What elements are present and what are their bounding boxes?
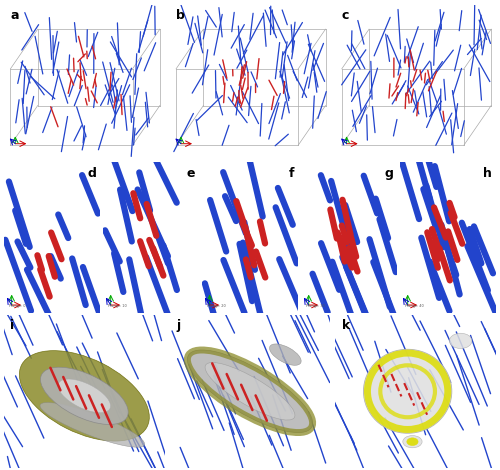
Ellipse shape [450,333,472,349]
Text: Plunge: 40: Plunge: 40 [405,304,423,308]
Text: e: e [186,167,195,180]
Text: c: c [342,9,349,22]
Ellipse shape [40,367,128,424]
Text: a: a [10,9,19,22]
Ellipse shape [40,402,144,447]
Text: f: f [288,167,294,180]
Text: j: j [176,320,180,332]
Text: Plunge: 30: Plunge: 30 [306,304,324,308]
Text: Plunge: 20: Plunge: 20 [207,304,226,308]
Text: Plunge: 0: Plunge: 0 [9,304,26,308]
Ellipse shape [407,438,418,446]
Text: g: g [384,167,393,180]
Text: h: h [484,167,492,180]
Ellipse shape [58,379,110,413]
Ellipse shape [188,350,312,432]
Ellipse shape [20,351,150,441]
Ellipse shape [205,362,295,420]
Ellipse shape [364,349,452,433]
Ellipse shape [403,436,422,448]
Text: b: b [176,9,185,22]
Text: i: i [10,320,14,332]
Text: d: d [88,167,96,180]
Ellipse shape [270,344,301,365]
Text: k: k [342,320,350,332]
Text: Plunge: 10: Plunge: 10 [108,304,126,308]
